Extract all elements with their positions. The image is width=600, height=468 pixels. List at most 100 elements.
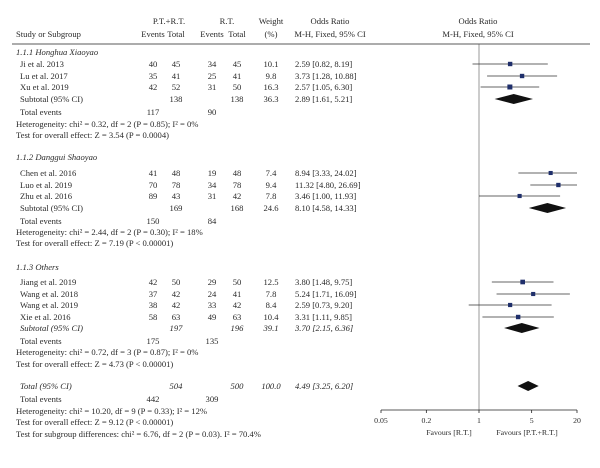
group1-total: 63 [172,312,181,322]
group2-header: R.T. [220,16,235,26]
total-events-group1: 175 [147,336,160,346]
study-odds-ratio-ci: 3.73 [1.28, 10.88] [295,71,357,81]
subtotal-group1-total: 138 [170,94,183,104]
subgroup-heading: 1.1.1 Honghua Xiaoyao [16,47,99,57]
study-odds-ratio-ci: 8.94 [3.33, 24.02] [295,168,357,178]
subtotal-group2-total: 196 [231,323,245,333]
heterogeneity-stat: Heterogeneity: chi² = 2.44, df = 2 (P = … [16,227,203,237]
total-events-label: Total events [20,336,62,346]
group2-events: 33 [208,300,217,310]
group1-total: 41 [172,71,181,81]
heterogeneity-stat: Heterogeneity: chi² = 0.72, df = 3 (P = … [16,347,198,357]
study-point-estimate [507,84,513,90]
group2-total: 41 [233,71,242,81]
group2-events: 34 [208,180,217,190]
group1-total-header: Total [167,29,185,39]
subtotal-label: Subtotal (95% CI) [20,323,83,333]
group2-events: 29 [208,277,217,287]
group2-events: 31 [208,82,217,92]
group1-total: 52 [172,82,181,92]
study-weight: 7.8 [266,289,277,299]
study-point-estimate [520,279,525,285]
favours-right-label: Favours [P.T.+R.T.] [496,428,558,437]
group2-events-header: Events [200,29,224,39]
study-weight: 8.4 [266,300,277,310]
study-name: Ji et al. 2013 [20,59,64,69]
group1-events: 42 [149,277,158,287]
study-name: Xie et al. 2016 [20,312,71,322]
study-weight: 12.5 [263,277,278,287]
study-weight: 9.4 [266,180,277,190]
study-point-estimate [515,314,521,320]
study-weight: 10.1 [263,59,278,69]
overall-effect-test: Test for overall effect: Z = 7.19 (P < 0… [16,238,173,248]
study-odds-ratio-ci: 3.31 [1.11, 9.85] [295,312,352,322]
weight-unit-header: (%) [265,29,278,39]
subgroup-heading: 1.1.2 Danggui Shaoyao [16,152,98,162]
subtotal-diamond [528,203,567,213]
x-tick-label: 0.2 [421,416,431,425]
study-name: Jiang et al. 2019 [20,277,76,287]
study-name: Chen et al. 2016 [20,168,77,178]
study-weight: 7.8 [266,191,277,201]
subtotal-odds-ratio-ci: 8.10 [4.58, 14.33] [295,203,357,213]
study-odds-ratio-ci: 3.46 [1.00, 11.93] [295,191,356,201]
study-column-header: Study or Subgroup [16,29,81,39]
subtotal-group1-total: 169 [170,203,183,213]
total-odds-ratio-ci: 4.49 [3.25, 6.20] [295,381,353,391]
group2-total: 50 [233,82,242,92]
study-name: Xu et al. 2019 [20,82,69,92]
overall-effect-test: Test for overall effect: Z = 3.54 (P = 0… [16,130,169,140]
study-weight: 9.8 [266,71,277,81]
group2-total: 42 [233,191,242,201]
study-name: Zhu et al. 2016 [20,191,73,201]
total-group1: 504 [170,381,184,391]
group1-events: 37 [149,289,158,299]
total-events-group1: 117 [147,107,160,117]
subtotal-weight: 39.1 [262,323,278,333]
total-events-group2: 309 [206,394,219,404]
group2-total: 42 [233,300,242,310]
group1-events: 58 [149,312,158,322]
group1-events: 38 [149,300,158,310]
group1-total: 50 [172,277,181,287]
study-point-estimate [531,291,536,297]
subtotal-group2-total: 168 [231,203,244,213]
group2-events: 19 [208,168,217,178]
group1-events: 41 [149,168,158,178]
subtotal-odds-ratio-ci: 2.89 [1.61, 5.21] [295,94,352,104]
group2-total-header: Total [228,29,246,39]
subtotal-weight: 36.3 [263,94,278,104]
x-tick-label: 1 [477,416,481,425]
overall-effect-test: Test for overall effect: Z = 4.73 (P < 0… [16,359,173,369]
odds-ratio-header: Odds Ratio [311,16,350,26]
total-events-label: Total events [20,107,62,117]
study-name: Luo et al. 2019 [20,180,72,190]
overall-effect-test: Test for overall effect: Z = 9.12 (P < 0… [16,417,173,427]
subtotal-odds-ratio-ci: 3.70 [2.15, 6.36] [294,323,353,333]
total-weight: 100.0 [261,381,281,391]
subtotal-group2-total: 138 [231,94,244,104]
subtotal-diamond [494,94,533,104]
group1-header: P.T.+R.T. [153,16,185,26]
group2-total: 63 [233,312,242,322]
subgroup-heading: 1.1.3 Others [16,262,59,272]
plot-title-header: Odds Ratio [459,16,498,26]
group1-total: 48 [172,168,181,178]
group2-events: 31 [208,191,217,201]
total-events-group1: 442 [147,394,160,404]
group1-events: 70 [149,180,158,190]
total-label: Total (95% CI) [20,381,72,391]
total-diamond [517,381,539,391]
x-tick-label: 0.05 [374,416,388,425]
x-tick-label: 20 [573,416,581,425]
group1-total: 78 [172,180,181,190]
study-odds-ratio-ci: 11.32 [4.80, 26.69] [295,180,361,190]
study-weight: 16.3 [263,82,278,92]
group2-events: 49 [208,312,217,322]
total-events-group1: 150 [147,216,160,226]
study-name: Wang et al. 2019 [20,300,78,310]
group2-total: 45 [233,59,242,69]
group1-events: 89 [149,191,158,201]
